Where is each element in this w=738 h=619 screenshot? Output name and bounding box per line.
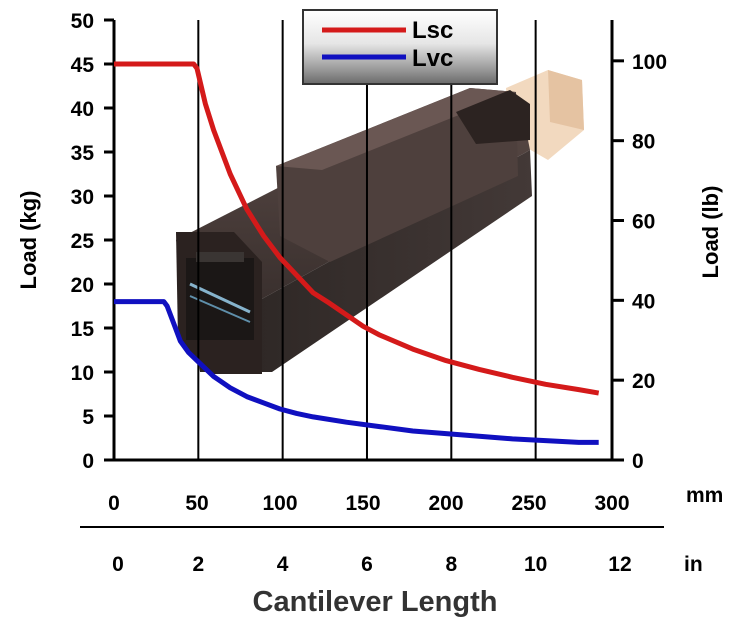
y-right-tick-label: 80 bbox=[632, 131, 655, 154]
x-mm-tick-label: 250 bbox=[511, 492, 546, 515]
y-right-tick-label: 40 bbox=[632, 290, 655, 313]
x-in-tick-label: 2 bbox=[192, 553, 204, 576]
x-in-tick-label: 12 bbox=[608, 553, 631, 576]
y-left-tick-label: 50 bbox=[71, 10, 94, 33]
x-in-tick-labels: 0 2 4 6 8 10 12 bbox=[112, 553, 631, 576]
x-axis-title: Cantilever Length bbox=[253, 586, 498, 618]
x-mm-tick-labels: 0 50 100 150 200 250 300 bbox=[108, 492, 629, 515]
vertical-gridlines bbox=[197, 20, 537, 460]
y-left-tick-labels: 0 5 10 15 20 25 30 35 40 45 50 bbox=[71, 10, 95, 473]
y-left-tick-label: 0 bbox=[82, 450, 94, 473]
y-right-axis-title: Load (lb) bbox=[698, 186, 723, 279]
y-left-tick-label: 45 bbox=[71, 54, 95, 77]
y-left-tick-label: 20 bbox=[71, 274, 94, 297]
x-in-tick-label: 0 bbox=[112, 553, 124, 576]
legend-label-lvc: Lvc bbox=[412, 45, 453, 72]
legend: Lsc Lvc bbox=[302, 9, 498, 85]
x-in-tick-label: 10 bbox=[524, 553, 547, 576]
x-in-tick-label: 4 bbox=[277, 553, 289, 576]
y-right-tick-label: 100 bbox=[632, 51, 667, 74]
x-in-tick-label: 8 bbox=[445, 553, 457, 576]
axes bbox=[80, 18, 664, 528]
series-lines bbox=[114, 61, 600, 445]
x-unit-mm: mm bbox=[686, 484, 723, 507]
y-left-tick-label: 5 bbox=[82, 406, 94, 429]
y-right-tick-label: 0 bbox=[632, 450, 644, 473]
y-right-tick-label: 60 bbox=[632, 211, 655, 234]
y-right-tick-label: 20 bbox=[632, 370, 655, 393]
x-mm-tick-label: 0 bbox=[108, 492, 120, 515]
x-mm-tick-label: 100 bbox=[262, 492, 297, 515]
y-left-tick-label: 25 bbox=[71, 230, 95, 253]
y-left-tick-label: 15 bbox=[71, 318, 95, 341]
y-right-tick-labels: 0 20 40 60 80 100 bbox=[632, 51, 667, 473]
series-line-lsc bbox=[114, 61, 600, 396]
linear-stage-photo bbox=[176, 70, 584, 374]
y-left-tick-label: 30 bbox=[71, 186, 94, 209]
legend-label-lsc: Lsc bbox=[412, 17, 453, 44]
x-in-tick-label: 6 bbox=[361, 553, 373, 576]
x-mm-tick-label: 50 bbox=[185, 492, 208, 515]
x-unit-in: in bbox=[684, 553, 703, 576]
x-mm-tick-label: 200 bbox=[428, 492, 463, 515]
y-left-tick-label: 10 bbox=[71, 362, 94, 385]
series-line-lvc bbox=[114, 299, 599, 445]
x-mm-tick-label: 300 bbox=[594, 492, 629, 515]
x-mm-tick-label: 150 bbox=[345, 492, 380, 515]
y-left-tick-label: 40 bbox=[71, 98, 94, 121]
y-left-tick-label: 35 bbox=[71, 142, 95, 165]
legend-box bbox=[302, 9, 498, 85]
y-left-axis-title: Load (kg) bbox=[16, 191, 41, 290]
